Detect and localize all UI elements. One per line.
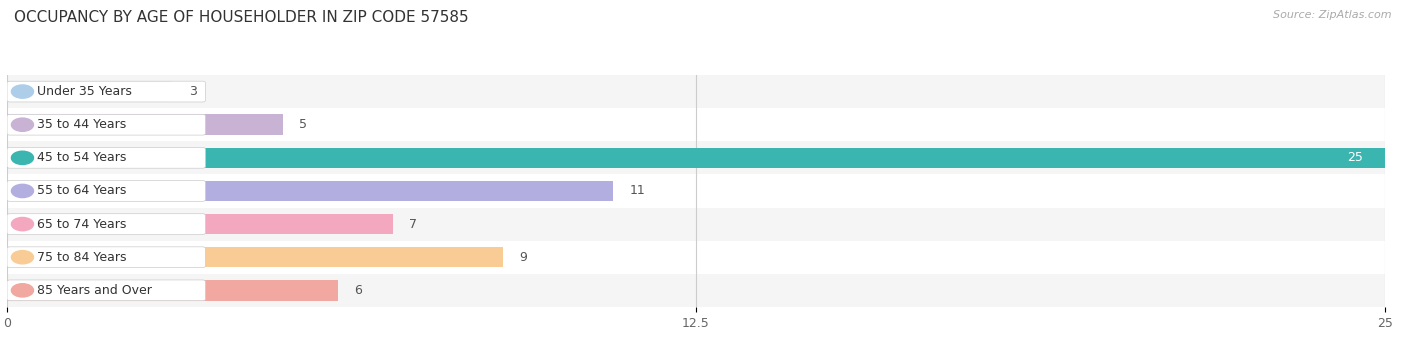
FancyBboxPatch shape xyxy=(7,247,205,268)
Text: 5: 5 xyxy=(299,118,307,131)
Text: 75 to 84 Years: 75 to 84 Years xyxy=(38,251,127,264)
Bar xyxy=(7,280,337,301)
Circle shape xyxy=(11,151,34,164)
Bar xyxy=(7,274,1385,307)
Text: 11: 11 xyxy=(630,184,645,197)
Circle shape xyxy=(11,85,34,98)
Text: 25: 25 xyxy=(1347,151,1362,164)
FancyBboxPatch shape xyxy=(7,147,205,168)
Bar xyxy=(7,81,173,102)
FancyBboxPatch shape xyxy=(7,114,205,135)
Bar xyxy=(7,108,1385,141)
Bar xyxy=(7,181,613,201)
FancyBboxPatch shape xyxy=(7,81,205,102)
Text: 65 to 74 Years: 65 to 74 Years xyxy=(38,218,127,231)
Bar xyxy=(7,148,1385,168)
Bar xyxy=(7,174,1385,208)
Bar xyxy=(7,241,1385,274)
Bar xyxy=(7,141,1385,174)
FancyBboxPatch shape xyxy=(7,181,205,201)
Text: 45 to 54 Years: 45 to 54 Years xyxy=(38,151,127,164)
Text: 3: 3 xyxy=(188,85,197,98)
Circle shape xyxy=(11,284,34,297)
Text: 9: 9 xyxy=(520,251,527,264)
Text: OCCUPANCY BY AGE OF HOUSEHOLDER IN ZIP CODE 57585: OCCUPANCY BY AGE OF HOUSEHOLDER IN ZIP C… xyxy=(14,10,468,25)
Bar xyxy=(7,115,283,135)
Circle shape xyxy=(11,251,34,264)
Text: Source: ZipAtlas.com: Source: ZipAtlas.com xyxy=(1274,10,1392,20)
FancyBboxPatch shape xyxy=(7,280,205,301)
Bar xyxy=(7,247,503,267)
Bar xyxy=(7,208,1385,241)
Text: 35 to 44 Years: 35 to 44 Years xyxy=(38,118,127,131)
Bar xyxy=(7,75,1385,108)
Circle shape xyxy=(11,118,34,131)
Text: 7: 7 xyxy=(409,218,418,231)
Text: 85 Years and Over: 85 Years and Over xyxy=(38,284,152,297)
FancyBboxPatch shape xyxy=(7,214,205,235)
Text: 6: 6 xyxy=(354,284,363,297)
Text: Under 35 Years: Under 35 Years xyxy=(38,85,132,98)
Circle shape xyxy=(11,184,34,197)
Bar xyxy=(7,214,392,234)
Circle shape xyxy=(11,218,34,231)
Text: 55 to 64 Years: 55 to 64 Years xyxy=(38,184,127,197)
